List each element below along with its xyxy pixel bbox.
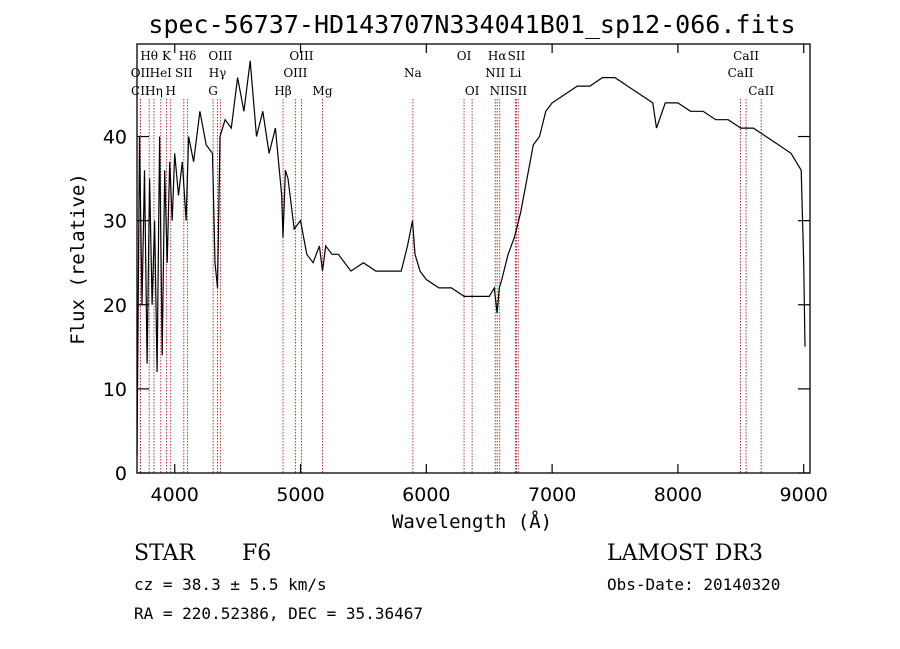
chart-title: spec-56737-HD143707N334041B01_sp12-066.f… [148, 10, 795, 39]
line-label: Hδ [179, 49, 197, 63]
line-label: Hη [145, 84, 163, 98]
object-class: STAR [134, 541, 196, 566]
line-label: HeI [150, 66, 173, 80]
line-label: SII [509, 84, 527, 98]
obs-date-text: Obs-Date: 20140320 [607, 575, 780, 594]
plot-frame [136, 43, 811, 474]
line-label: Hβ [274, 84, 291, 98]
line-label: SII [175, 66, 193, 80]
x-tick-label: 9000 [780, 484, 828, 506]
line-label: OII [131, 66, 151, 80]
spectrum-line [136, 60, 806, 457]
line-label: Hγ [209, 66, 227, 80]
y-axis-label: Flux (relative) [67, 173, 89, 345]
line-label: Hθ [140, 49, 158, 63]
line-label: G [208, 84, 218, 98]
line-label: OI [465, 84, 480, 98]
coordinates-text: RA = 220.52386, DEC = 35.36467 [134, 604, 423, 623]
x-tick-label: 8000 [654, 484, 702, 506]
x-tick-label: 7000 [528, 484, 576, 506]
y-axis-ticks: 0 10 20 30 40 [103, 127, 810, 485]
line-label: Mg [313, 84, 333, 98]
x-axis-label: Wavelength (Å) [392, 510, 552, 533]
line-label: CaII [728, 66, 754, 80]
x-tick-label: 4000 [151, 484, 199, 506]
y-tick-label: 10 [103, 379, 127, 401]
y-tick-label: 0 [115, 463, 127, 485]
line-label: SII [508, 49, 526, 63]
line-label: CII [131, 84, 150, 98]
x-tick-label: 6000 [402, 484, 450, 506]
y-tick-label: 20 [103, 295, 127, 317]
line-label: CaII [748, 84, 774, 98]
y-tick-label: 40 [103, 127, 127, 149]
line-label: H [165, 84, 175, 98]
line-label: NII [485, 66, 505, 80]
line-label: NII [490, 84, 510, 98]
line-label: Li [509, 66, 521, 80]
y-tick-label: 30 [103, 211, 127, 233]
line-label: OI [457, 49, 472, 63]
line-label: CaII [733, 49, 759, 63]
survey-name: LAMOST DR3 [607, 541, 763, 566]
line-label: OIII [208, 49, 232, 63]
spectral-line-markers [139, 99, 762, 473]
x-tick-label: 5000 [276, 484, 324, 506]
line-label: Na [404, 66, 422, 80]
line-label: K [162, 49, 172, 63]
line-label: Hα [488, 49, 507, 63]
x-axis-ticks: 4000 5000 6000 7000 8000 9000 [151, 44, 828, 506]
line-label: OIII [283, 66, 307, 80]
redshift-text: cz = 38.3 ± 5.5 km/s [134, 575, 327, 594]
object-subclass: F6 [242, 541, 271, 566]
line-label: OIII [289, 49, 313, 63]
